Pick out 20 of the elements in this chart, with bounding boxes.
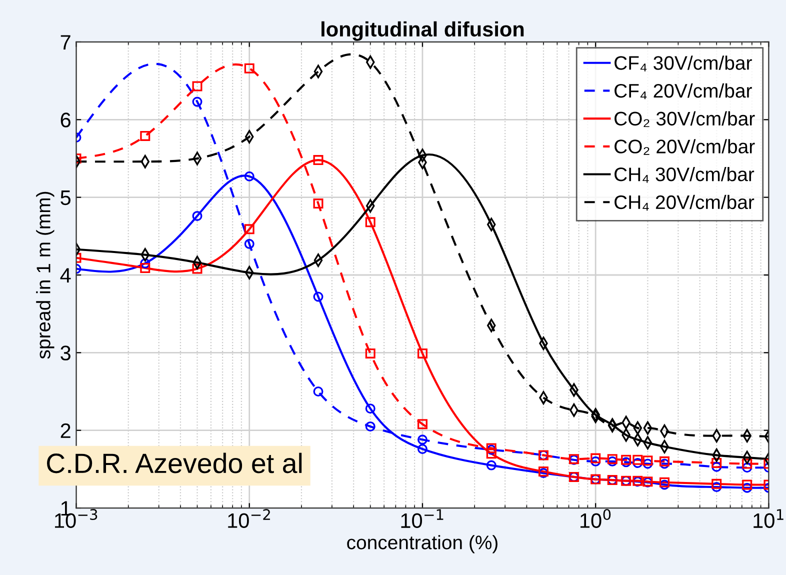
legend-label: CF₄ 30V/cm/bar [614,56,752,72]
legend-label: CO₂ 30V/cm/bar [614,111,755,128]
annotation: C.D.R. Azevedo et al [47,452,302,474]
x-tick-label: 10$^{−2}$ [228,509,270,528]
legend-label: CH₄ 30V/cm/bar [614,166,754,183]
y-tick-label: 6 [60,112,70,128]
y-tick-label: 2 [60,423,70,438]
y-axis-title: spread in 1 m (mm) [36,192,54,359]
legend-label: CF₄ 20V/cm/bar [614,83,752,100]
y-tick-label: 5 [60,190,71,206]
y-tick-label: 7 [60,35,70,50]
legend-label: CO₂ 20V/cm/bar [614,139,755,155]
legend-label: CH₄ 20V/cm/bar [614,194,754,211]
x-tick-label: 10$^{−1}$ [401,509,444,528]
y-tick-label: 4 [60,268,71,283]
x-tick-label: 10$^{0}$ [580,509,611,528]
chart-title: longitudinal difusion [322,21,524,41]
y-tick-label: 3 [60,346,70,360]
x-tick-label: 10$^{1}$ [754,509,784,528]
x-axis-title: concentration (%) [347,535,498,554]
